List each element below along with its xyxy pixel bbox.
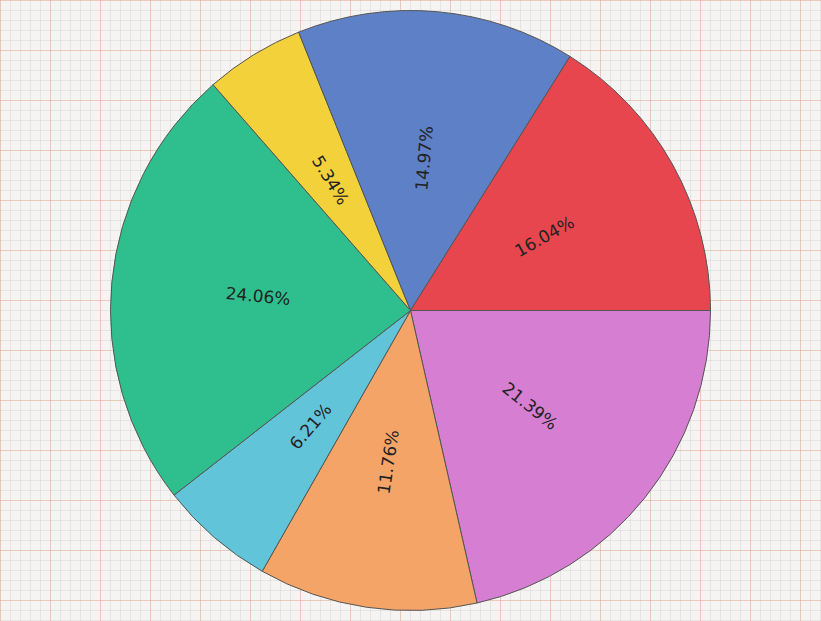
svg-text:14.97%: 14.97% <box>411 125 437 191</box>
svg-text:11.76%: 11.76% <box>374 428 403 495</box>
svg-text:5.34%: 5.34% <box>308 152 353 208</box>
svg-text:16.04%: 16.04% <box>511 212 577 261</box>
svg-text:24.06%: 24.06% <box>225 283 291 309</box>
svg-text:21.39%: 21.39% <box>499 378 562 434</box>
svg-text:6.21%: 6.21% <box>285 399 335 453</box>
